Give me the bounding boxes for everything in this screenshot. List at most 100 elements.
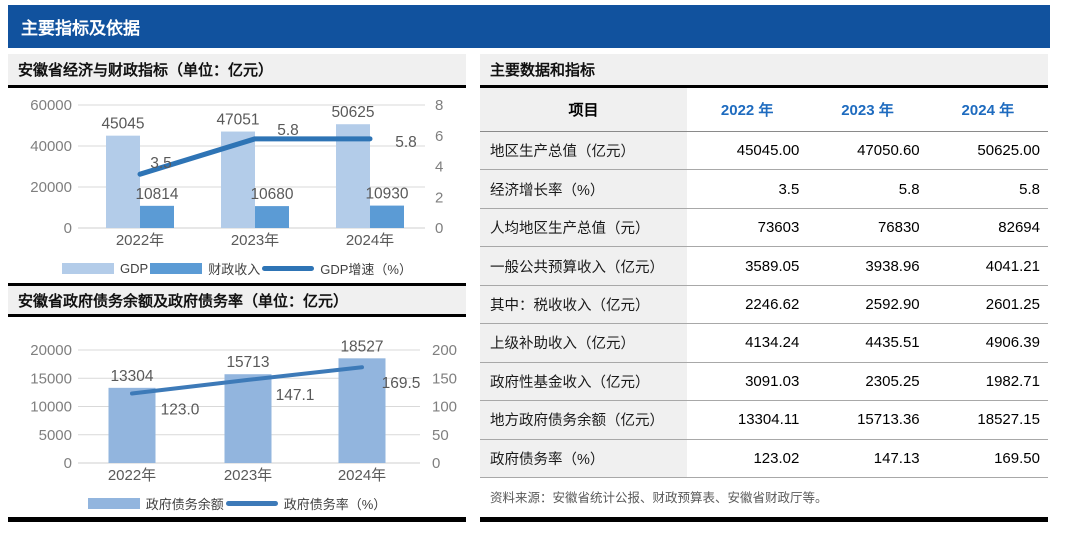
value-cell: 76830 (877, 219, 920, 237)
svg-text:0: 0 (64, 220, 72, 237)
legend-label: GDP (120, 260, 149, 276)
economy-chart: 0 20000 40000 60000 0 2 4 6 8 45045 47051 50625 1081… (30, 97, 443, 249)
table-row: 上级补助收入（亿元） 4134.24 4435.51 4906.39 (480, 323, 1048, 362)
svg-text:150: 150 (432, 370, 457, 387)
svg-text:0: 0 (432, 455, 440, 472)
svg-text:147.1: 147.1 (276, 387, 315, 404)
item-cell: 政府债务率（%） (480, 439, 687, 477)
table-row: 地方政府债务余额（亿元） 13304.11 15713.36 18527.15 (480, 400, 1048, 439)
svg-text:8: 8 (435, 97, 443, 114)
column-header-item: 项目 (480, 88, 687, 131)
value-cell: 3589.05 (745, 257, 800, 275)
svg-text:15713: 15713 (226, 354, 269, 371)
debt-chart-title: 安徽省政府债务余额及政府债务率（单位：亿元） (18, 292, 349, 310)
value-cell: 73603 (757, 219, 800, 237)
value-cell: 3091.03 (745, 372, 800, 390)
svg-text:10680: 10680 (250, 186, 293, 203)
svg-text:10814: 10814 (135, 186, 178, 203)
value-cell: 147.13 (873, 449, 920, 467)
value-cell: 2592.90 (865, 295, 920, 313)
value-cell: 50625.00 (977, 142, 1040, 160)
table-row: 人均地区生产总值（元） 73603 76830 82694 (480, 207, 1048, 247)
item-cell: 地区生产总值（亿元） (480, 131, 687, 170)
item-cell: 人均地区生产总值（元） (480, 208, 687, 247)
svg-text:50625: 50625 (331, 104, 374, 121)
svg-text:15000: 15000 (30, 370, 72, 387)
svg-text:2: 2 (435, 189, 443, 206)
table-title: 主要数据和指标 (490, 62, 596, 79)
legend-label: 政府债务率（%） (283, 496, 387, 512)
value-cell: 3938.96 (865, 257, 920, 275)
svg-text:60000: 60000 (30, 97, 72, 114)
legend-item: GDP增速（%） (262, 259, 412, 278)
value-cell: 4435.51 (865, 334, 920, 352)
value-cell: 45045.00 (736, 142, 800, 160)
column-header-year: 2023 年 (841, 101, 894, 119)
svg-text:50: 50 (432, 427, 449, 444)
value-cell: 2305.25 (865, 372, 920, 390)
item-cell: 地方政府债务余额（亿元） (480, 401, 687, 439)
value-cell: 4041.21 (985, 257, 1040, 275)
legend-item: GDP (62, 261, 148, 276)
debt-chart-legend: 政府债务余额 政府债务率（%） (8, 489, 466, 517)
table-row: 政府债务率（%） 123.02 147.13 169.50 (480, 438, 1048, 478)
svg-text:3.5: 3.5 (150, 155, 172, 172)
header-bar: 主要指标及依据 (8, 5, 1050, 48)
svg-text:2024年: 2024年 (346, 232, 394, 249)
legend-item: 政府债务余额 (87, 494, 224, 513)
economy-chart-title: 安徽省经济与财政指标（单位：亿元） (18, 62, 274, 79)
table-row: 地区生产总值（亿元） 45045.00 47050.60 50625.00 (480, 130, 1048, 170)
value-cell: 123.02 (753, 449, 800, 467)
value-cell: 2246.62 (745, 295, 800, 313)
value-cell: 4134.24 (745, 334, 800, 352)
legend-label: GDP增速（%） (320, 261, 412, 277)
svg-text:2022年: 2022年 (116, 232, 164, 249)
svg-text:2023年: 2023年 (224, 467, 272, 484)
legend-item: 政府债务率（%） (225, 494, 387, 513)
value-cell: 47050.60 (857, 142, 920, 160)
page-title: 主要指标及依据 (21, 19, 140, 38)
section-title-economy: 安徽省经济与财政指标（单位：亿元） (8, 54, 466, 88)
economy-chart-legend: GDP 财政收入 GDP增速（%） (8, 253, 466, 283)
value-cell: 82694 (998, 219, 1040, 237)
item-cell: 上级补助收入（亿元） (480, 324, 687, 362)
value-cell: 13304.11 (737, 411, 800, 429)
legend-label: 政府债务余额 (145, 496, 224, 512)
legend-item: 财政收入 (150, 259, 260, 278)
svg-text:18527: 18527 (340, 338, 383, 355)
value-cell: 2601.25 (985, 295, 1040, 313)
svg-text:169.5: 169.5 (382, 375, 421, 392)
value-cell: 4906.39 (985, 334, 1040, 352)
charts-panel: 安徽省经济与财政指标（单位：亿元） 0 20000 40000 60000 0 2 4 6 8 4… (8, 54, 466, 522)
item-cell: 政府性基金收入（亿元） (480, 362, 687, 401)
table-row: 其中：税收收入（亿元） 2246.62 2592.90 2601.25 (480, 284, 1048, 324)
bar-legend-swatch (62, 262, 115, 274)
svg-text:4: 4 (435, 159, 443, 176)
column-header-year: 2022 年 (720, 101, 774, 119)
svg-text:40000: 40000 (30, 138, 72, 155)
svg-text:5000: 5000 (39, 427, 72, 444)
table-row: 经济增长率（%） 3.5 5.8 5.8 (480, 169, 1048, 208)
table-row: 政府性基金收入（亿元） 3091.03 2305.25 1982.71 (480, 361, 1048, 401)
svg-text:5.8: 5.8 (277, 122, 299, 139)
svg-text:20000: 20000 (30, 179, 72, 196)
svg-text:13304: 13304 (110, 368, 153, 385)
table-header-row: 项目 2022 年 2023 年 2024 年 (480, 88, 1048, 131)
value-cell: 5.8 (1019, 180, 1040, 198)
bar-legend-swatch (150, 262, 203, 274)
svg-text:45045: 45045 (101, 116, 144, 133)
debt-chart: 0 5000 10000 15000 20000 0 50 100 150 200 13304 157… (30, 338, 457, 484)
legend-label: 财政收入 (208, 261, 261, 277)
bar-legend-swatch (87, 497, 140, 509)
svg-text:2023年: 2023年 (231, 232, 279, 249)
svg-text:123.0: 123.0 (161, 402, 200, 419)
svg-text:2022年: 2022年 (108, 467, 156, 484)
item-cell: 经济增长率（%） (480, 170, 687, 208)
value-cell: 5.8 (898, 180, 920, 198)
svg-text:200: 200 (432, 342, 457, 359)
svg-text:2024年: 2024年 (338, 467, 386, 484)
value-cell: 3.5 (778, 180, 800, 198)
table-panel: 主要数据和指标 项目 2022 年 2023 年 2024 年地区生产总值（亿元） 45… (480, 54, 1048, 522)
line-legend-swatch (225, 500, 278, 506)
